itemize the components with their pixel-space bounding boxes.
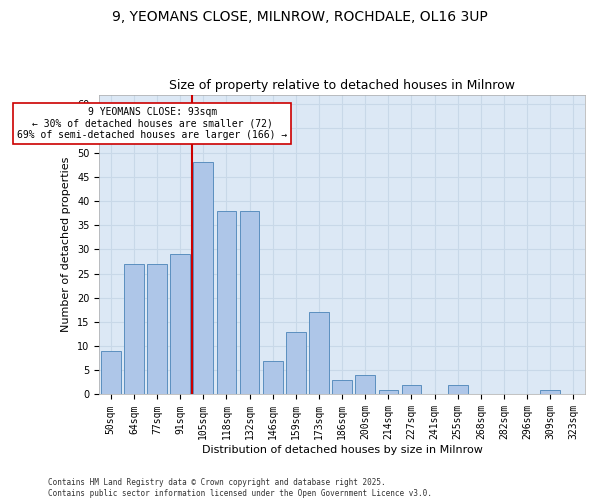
Bar: [217, 210, 236, 394]
Bar: [309, 312, 329, 394]
Bar: [240, 210, 259, 394]
Bar: [355, 375, 375, 394]
Bar: [541, 390, 560, 394]
Bar: [379, 390, 398, 394]
Text: 9, YEOMANS CLOSE, MILNROW, ROCHDALE, OL16 3UP: 9, YEOMANS CLOSE, MILNROW, ROCHDALE, OL1…: [112, 10, 488, 24]
Bar: [401, 385, 421, 394]
Title: Size of property relative to detached houses in Milnrow: Size of property relative to detached ho…: [169, 79, 515, 92]
Bar: [101, 351, 121, 395]
Bar: [448, 385, 467, 394]
Bar: [263, 360, 283, 394]
Bar: [286, 332, 305, 394]
Bar: [147, 264, 167, 394]
Bar: [170, 254, 190, 394]
Y-axis label: Number of detached properties: Number of detached properties: [61, 157, 71, 332]
Bar: [193, 162, 213, 394]
Bar: [332, 380, 352, 394]
Text: Contains HM Land Registry data © Crown copyright and database right 2025.
Contai: Contains HM Land Registry data © Crown c…: [48, 478, 432, 498]
Bar: [124, 264, 144, 394]
Text: 9 YEOMANS CLOSE: 93sqm
← 30% of detached houses are smaller (72)
69% of semi-det: 9 YEOMANS CLOSE: 93sqm ← 30% of detached…: [17, 106, 287, 140]
X-axis label: Distribution of detached houses by size in Milnrow: Distribution of detached houses by size …: [202, 445, 482, 455]
